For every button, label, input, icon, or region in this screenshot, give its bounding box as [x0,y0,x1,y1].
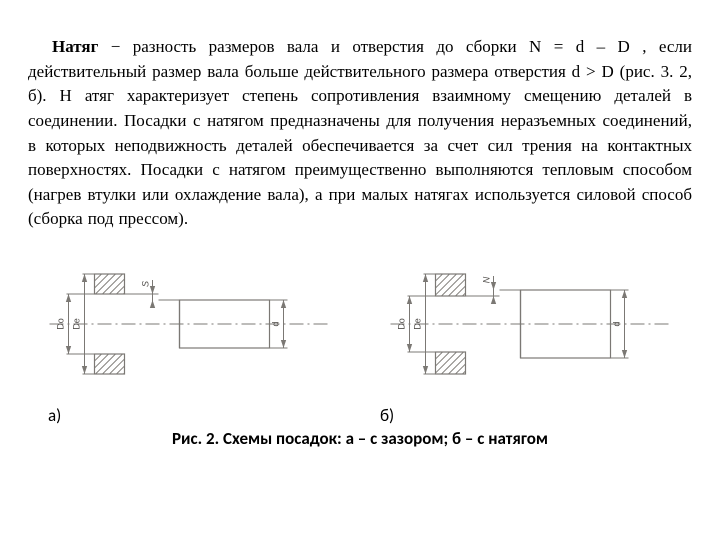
svg-text:d: d [271,322,281,327]
figure-b: De Do d N [369,249,692,399]
caption-b: б) [360,405,692,426]
svg-text:Do: Do [56,318,66,330]
caption-a: а) [28,405,360,426]
figure-row: De Do d S De Do d N [28,249,692,399]
main-caption: Рис. 2. Схемы посадок: а – с зазором; б … [28,428,692,449]
body-text: − разность размеров вала и отверстия до … [28,37,692,228]
svg-text:De: De [72,318,82,330]
main-paragraph: Натяг − разность размеров вала и отверст… [28,35,692,232]
svg-text:S: S [141,281,151,287]
svg-text:De: De [413,318,423,330]
term-bold: Натяг [52,37,98,56]
sub-captions: а) б) [28,405,692,426]
svg-text:Do: Do [397,318,407,330]
figure-a: De Do d S [28,249,351,399]
svg-text:N: N [482,276,492,283]
svg-text:d: d [612,322,622,327]
